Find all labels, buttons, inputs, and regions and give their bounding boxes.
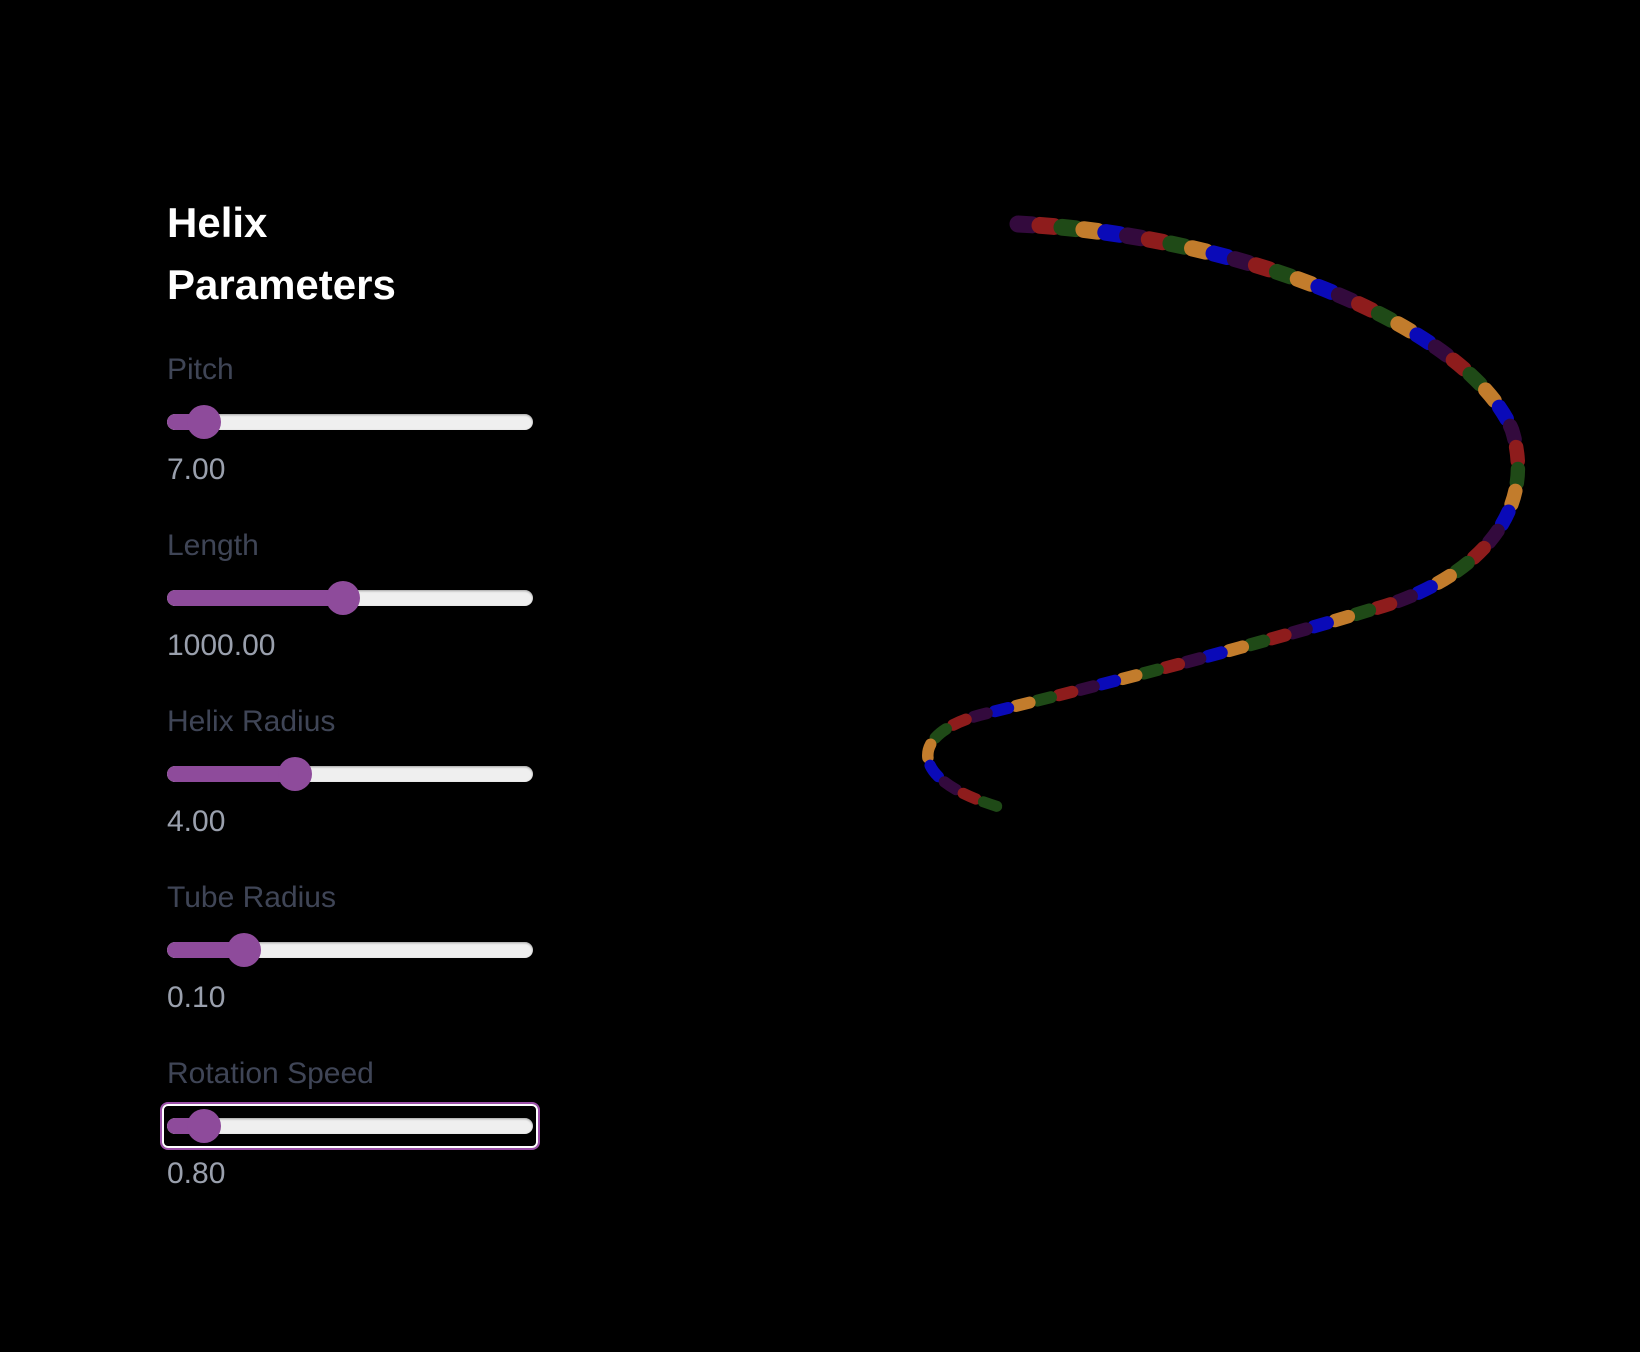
tube-radius-slider[interactable]: [167, 932, 533, 968]
helix-segment: [920, 216, 1526, 820]
helix-segment: [919, 215, 1526, 821]
helix-segment: [921, 218, 1524, 818]
rotation-speed-slider[interactable]: [162, 1104, 538, 1148]
helix-tube: [928, 224, 1518, 812]
helix-segment: [921, 217, 1525, 819]
pitch-label: Pitch: [167, 353, 234, 386]
length-value: 1000.00: [167, 629, 276, 662]
slider-track: [167, 942, 533, 958]
helix-segment: [922, 218, 1524, 818]
helix-segment: [920, 216, 1525, 820]
helix-segment: [921, 217, 1525, 819]
helix-segment: [921, 217, 1525, 819]
length-slider[interactable]: [167, 580, 533, 616]
helix-segment: [920, 217, 1525, 819]
helix-segment: [919, 215, 1527, 821]
helix-segment: [922, 218, 1524, 818]
helix-segment: [921, 217, 1524, 819]
tube-radius-label: Tube Radius: [167, 881, 336, 914]
helix-segment: [920, 216, 1526, 820]
slider-fill: [167, 942, 244, 958]
helix-segment: [919, 215, 1527, 821]
rotation-speed-control: Rotation Speed 0.80: [162, 1056, 538, 1190]
helix-segment: [920, 216, 1525, 820]
panel-title: Helix Parameters: [167, 199, 396, 308]
helix-segment: [920, 216, 1526, 820]
slider-thumb[interactable]: [278, 757, 313, 791]
helix-segment: [922, 218, 1524, 818]
helix-segment: [920, 216, 1526, 820]
helix-segment: [921, 218, 1524, 818]
helix-segment: [920, 216, 1526, 820]
helix-parameters-panel: Helix Parameters Pitch 7.00 Length 1000.…: [162, 192, 538, 1190]
helix-segment: [921, 217, 1525, 819]
slider-fill: [167, 766, 296, 782]
helix-segment: [920, 216, 1525, 820]
slider-track: [167, 766, 533, 782]
helix-segment: [920, 216, 1526, 820]
helix-segment: [919, 216, 1526, 820]
slider-track: [167, 1118, 533, 1134]
rotation-speed-value: 0.80: [167, 1157, 226, 1190]
helix-segment: [919, 216, 1526, 820]
helix-radius-value: 4.00: [167, 805, 226, 838]
helix-segment: [920, 216, 1526, 820]
helix-segment: [919, 215, 1527, 821]
helix-segment: [920, 216, 1526, 820]
tube-radius-control: Tube Radius 0.10: [167, 880, 537, 1014]
helix-segment: [922, 218, 1524, 818]
length-label: Length: [167, 529, 259, 562]
helix-segment: [920, 216, 1526, 820]
helix-segment: [920, 216, 1526, 820]
helix-segment: [921, 217, 1525, 819]
length-control: Length 1000.00: [167, 528, 537, 662]
helix-radius-label: Helix Radius: [167, 705, 336, 738]
helix-segment: [920, 217, 1525, 819]
slider-fill: [167, 590, 343, 606]
helix-segment: [920, 217, 1525, 819]
pitch-slider[interactable]: [167, 404, 533, 440]
slider-track: [167, 414, 533, 430]
helix-segment: [921, 217, 1524, 819]
helix-segment: [922, 218, 1524, 818]
helix-segment: [921, 218, 1524, 818]
helix-segment: [920, 216, 1526, 820]
helix-segment: [919, 215, 1527, 821]
helix-segment: [919, 216, 1526, 820]
helix-segment: [920, 217, 1525, 819]
helix-segment: [920, 216, 1526, 820]
slider-thumb[interactable]: [226, 933, 261, 967]
helix-segment: [919, 215, 1526, 821]
slider-thumb[interactable]: [186, 405, 221, 439]
helix-radius-slider[interactable]: [167, 756, 533, 792]
helix-segment: [920, 217, 1525, 819]
pitch-value: 7.00: [167, 453, 226, 486]
helix-segment: [921, 217, 1525, 819]
helix-segment: [919, 215, 1527, 821]
slider-thumb[interactable]: [325, 581, 360, 615]
helix-segment: [921, 217, 1525, 819]
helix-segment: [921, 218, 1524, 818]
tube-radius-value: 0.10: [167, 981, 226, 1014]
helix-segment: [922, 218, 1524, 818]
helix-segment: [920, 216, 1526, 820]
helix-segment: [921, 217, 1525, 819]
helix-segment: [921, 217, 1525, 819]
helix-segment: [921, 217, 1524, 819]
helix-segment: [921, 217, 1525, 819]
rotation-speed-label: Rotation Speed: [167, 1057, 374, 1090]
helix-segment: [920, 216, 1526, 820]
helix-segments: [919, 215, 1527, 821]
pitch-control: Pitch 7.00: [167, 352, 537, 486]
helix-segment: [919, 216, 1526, 820]
helix-segment: [919, 215, 1526, 821]
helix-segment: [921, 217, 1525, 819]
helix-radius-control: Helix Radius 4.00: [167, 704, 537, 838]
helix-segment: [921, 218, 1524, 818]
helix-segment: [919, 215, 1527, 821]
helix-segment: [919, 215, 1527, 821]
helix-segment: [921, 217, 1525, 819]
slider-thumb[interactable]: [186, 1109, 221, 1143]
helix-segment: [921, 217, 1525, 819]
